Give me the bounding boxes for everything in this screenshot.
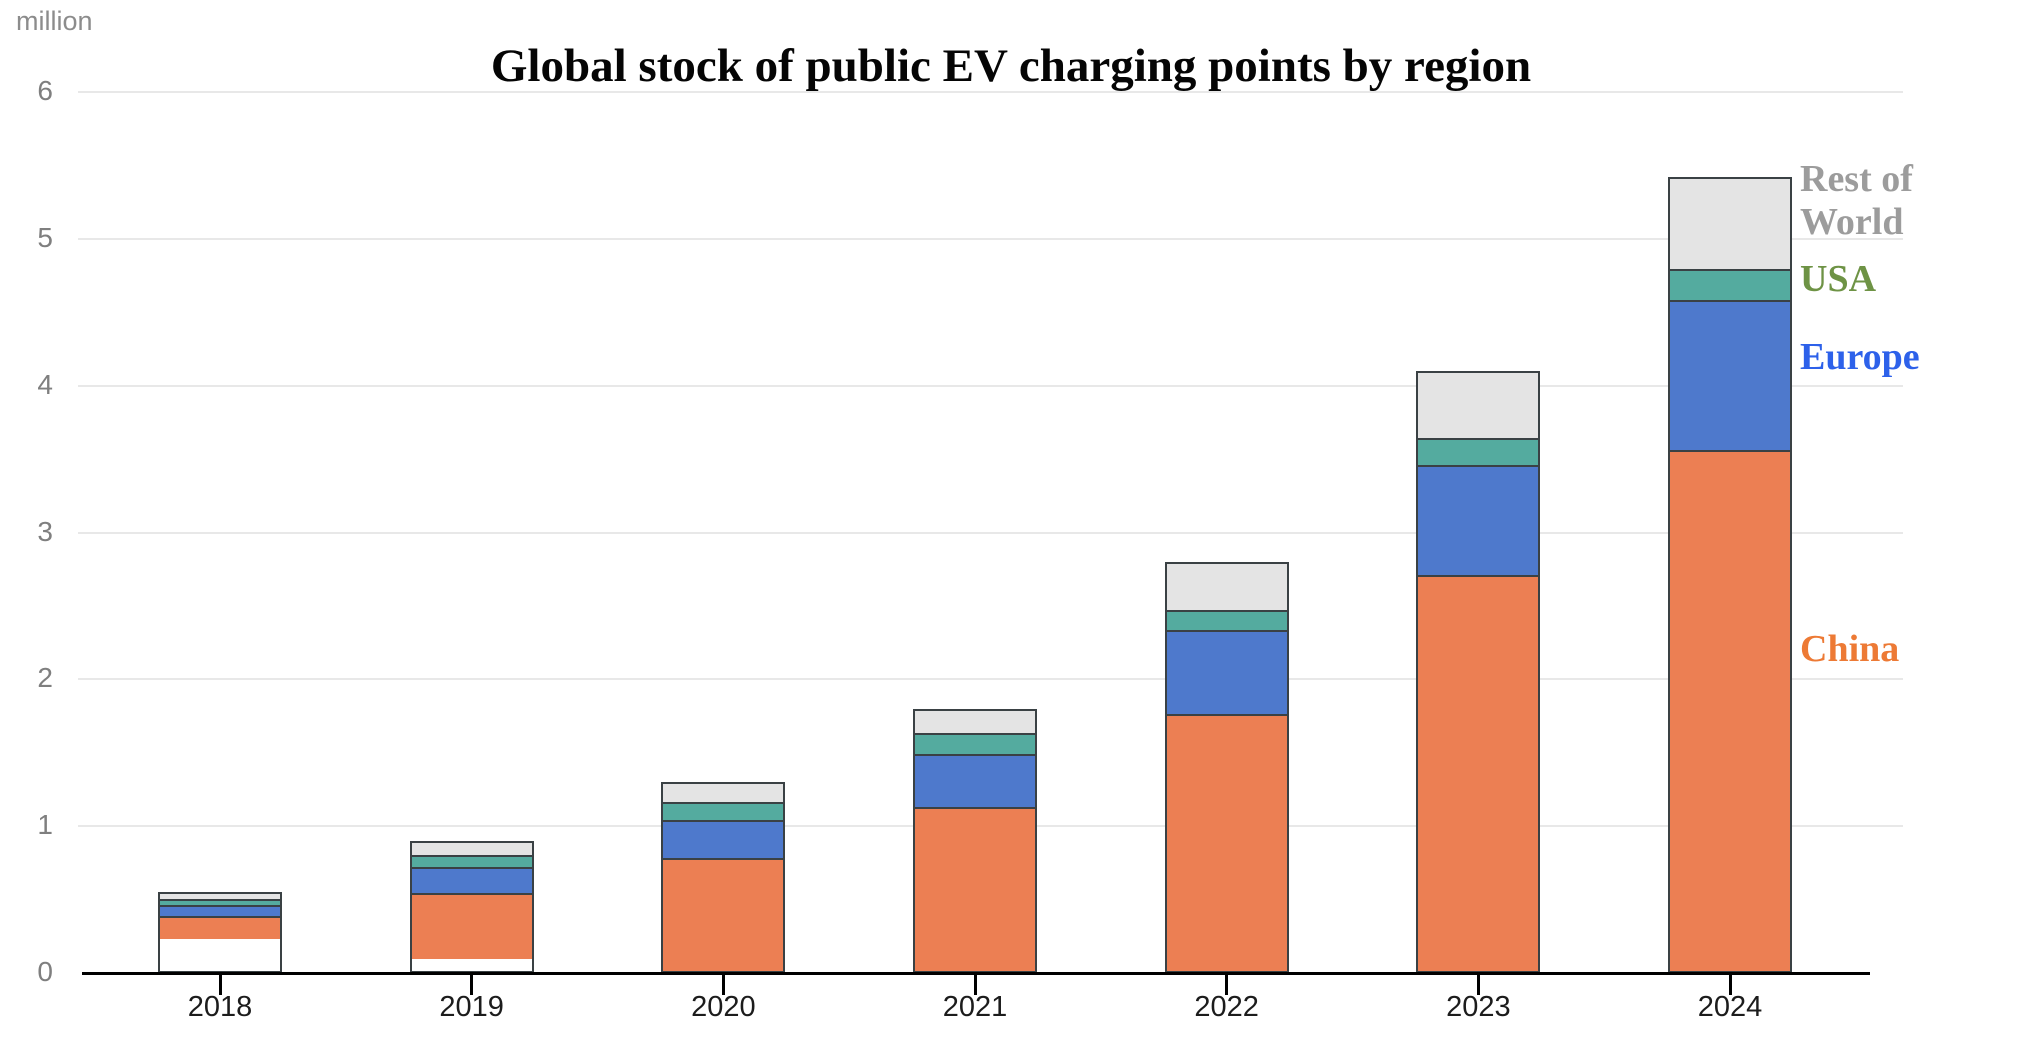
bar-segment-usa-2020 (663, 802, 784, 820)
series-label-usa: USA (1800, 258, 1877, 300)
bar-segment-rest-of-world-2021 (915, 710, 1035, 734)
bar-segment-europe-2020 (663, 819, 784, 858)
bar-segment-rest-of-world-2024 (1670, 179, 1791, 270)
gridline-6 (78, 91, 1903, 93)
bar-2019 (409, 840, 534, 973)
bar-2018 (158, 892, 282, 973)
gridline-4 (78, 384, 1903, 387)
bar-2024 (1668, 177, 1793, 973)
x-tick-2019 (470, 974, 474, 995)
bar-segment-europe-2018 (160, 904, 280, 916)
bar-segment-europe-2019 (411, 866, 532, 894)
x-tick-label-2021: 2021 (942, 991, 1008, 1023)
y-tick-label-0: 0 (37, 956, 53, 987)
bar-segment-usa-2018 (160, 899, 280, 905)
bar-segment-europe-2024 (1670, 300, 1791, 450)
bar-segment-china-2023 (1418, 574, 1539, 971)
bar-2023 (1416, 370, 1541, 973)
y-tick-label-2: 2 (37, 662, 53, 694)
y-tick-label-6: 6 (37, 75, 53, 106)
bar-segment-china-2021 (915, 806, 1035, 971)
x-tick-label-2023: 2023 (1446, 991, 1511, 1023)
y-axis-unit-label: million (16, 6, 93, 36)
series-label-china: China (1800, 628, 1900, 670)
bar-segment-usa-2023 (1418, 437, 1539, 465)
x-tick-label-2024: 2024 (1697, 991, 1763, 1023)
bar-segment-usa-2024 (1670, 269, 1791, 301)
bar-segment-usa-2022 (1166, 609, 1287, 631)
x-tick-2023 (1476, 974, 1480, 995)
bar-segment-usa-2021 (915, 733, 1035, 754)
x-tick-2021 (973, 974, 977, 995)
bar-segment-rest-of-world-2020 (663, 784, 784, 803)
y-tick-label-5: 5 (37, 221, 53, 253)
bar-segment-rest-of-world-2023 (1418, 372, 1539, 438)
y-tick-label-3: 3 (37, 515, 53, 547)
x-axis-line (82, 971, 1870, 975)
bar-2021 (913, 708, 1037, 973)
bar-segment-china-2019 (411, 893, 532, 959)
series-label-rest-of-world: Rest of World (1800, 158, 1913, 244)
x-tick-label-2018: 2018 (187, 991, 253, 1023)
gridline-2 (78, 678, 1903, 681)
x-tick-2022 (1225, 974, 1229, 995)
y-tick-label-4: 4 (37, 368, 53, 400)
bar-segment-usa-2019 (411, 855, 532, 867)
bar-segment-china-2024 (1670, 449, 1791, 971)
bar-segment-europe-2023 (1418, 464, 1539, 575)
bar-segment-china-2022 (1166, 713, 1287, 971)
x-tick-label-2019: 2019 (439, 991, 504, 1023)
bar-segment-rest-of-world-2019 (411, 842, 532, 856)
bar-segment-china-2020 (663, 857, 784, 971)
chart-title: Global stock of public EV charging point… (490, 40, 1532, 93)
x-tick-label-2020: 2020 (691, 991, 756, 1023)
y-tick-label-1: 1 (37, 809, 53, 841)
gridline-5 (78, 237, 1903, 240)
bar-2022 (1164, 561, 1289, 973)
bar-segment-europe-2022 (1166, 630, 1287, 714)
bar-segment-europe-2021 (915, 753, 1035, 807)
bar-segment-china-2018 (160, 915, 280, 940)
series-label-europe: Europe (1800, 336, 1920, 378)
bar-segment-rest-of-world-2018 (160, 894, 280, 900)
bar-segment-rest-of-world-2022 (1166, 563, 1287, 610)
x-tick-2020 (721, 974, 725, 995)
x-tick-label-2022: 2022 (1194, 991, 1259, 1023)
gridline-3 (78, 531, 1903, 534)
x-tick-2024 (1728, 974, 1732, 995)
bar-2020 (661, 782, 786, 973)
x-tick-2018 (218, 974, 222, 995)
